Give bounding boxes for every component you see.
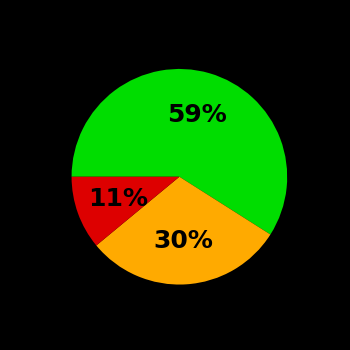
Text: 30%: 30% bbox=[154, 229, 214, 253]
Text: 11%: 11% bbox=[89, 187, 148, 211]
Wedge shape bbox=[96, 177, 271, 285]
Wedge shape bbox=[71, 177, 179, 245]
Wedge shape bbox=[71, 69, 287, 234]
Text: 59%: 59% bbox=[168, 103, 227, 127]
